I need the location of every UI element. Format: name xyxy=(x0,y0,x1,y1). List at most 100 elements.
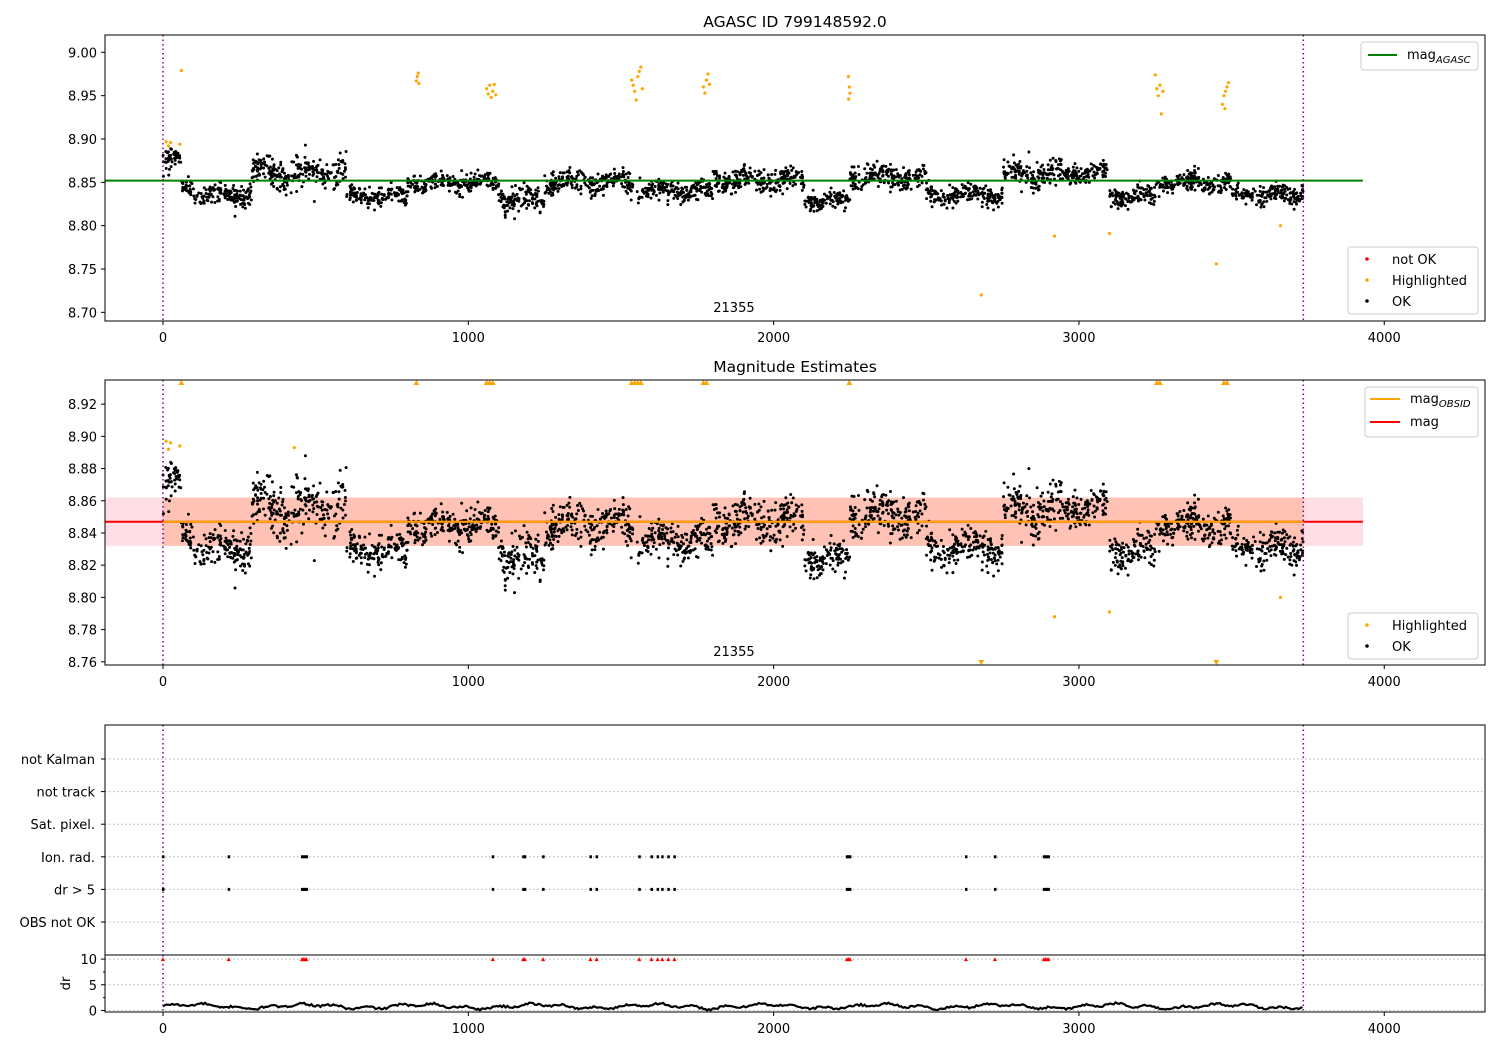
ok-point xyxy=(246,187,250,191)
ok-point xyxy=(750,512,754,516)
ok-point xyxy=(590,194,594,198)
ok-point xyxy=(510,550,514,554)
ok-point xyxy=(393,546,397,550)
ok-point xyxy=(418,511,422,515)
ok-point xyxy=(916,174,920,178)
ok-point xyxy=(785,516,789,520)
ok-point xyxy=(666,199,670,203)
ok-point xyxy=(186,512,190,516)
highlighted-point xyxy=(848,91,852,95)
ok-point xyxy=(513,217,517,221)
ok-point xyxy=(561,505,565,509)
ok-point xyxy=(275,501,279,505)
ok-point xyxy=(705,189,709,193)
ok-point xyxy=(510,203,514,207)
ok-point xyxy=(748,166,752,170)
ok-point xyxy=(973,535,977,539)
ok-point xyxy=(967,549,971,553)
ok-point xyxy=(344,149,348,153)
ok-point xyxy=(1244,202,1248,206)
ok-point xyxy=(974,538,978,542)
ok-point xyxy=(700,177,704,181)
ok-point xyxy=(698,536,702,540)
ok-point xyxy=(469,506,473,510)
ok-point xyxy=(474,529,478,533)
ok-point xyxy=(355,198,359,202)
ok-point xyxy=(976,554,980,558)
ok-point xyxy=(588,541,592,545)
ok-point xyxy=(323,534,327,538)
ok-point xyxy=(593,525,597,529)
highlighted-point xyxy=(1223,107,1227,111)
ok-point xyxy=(998,555,1002,559)
ok-point xyxy=(535,549,539,553)
ok-point xyxy=(583,524,587,528)
ok-point xyxy=(822,192,826,196)
ok-point xyxy=(815,560,819,564)
ok-point xyxy=(397,558,401,562)
ok-point xyxy=(810,551,814,555)
ok-point xyxy=(403,558,407,562)
legend-mag-agasc-label: magAGASC xyxy=(1407,48,1471,66)
ok-point xyxy=(849,184,853,188)
ok-point xyxy=(981,550,985,554)
ok-point xyxy=(841,194,845,198)
ok-point xyxy=(809,573,813,577)
ok-point xyxy=(794,503,798,507)
ok-point xyxy=(995,201,999,205)
ok-point xyxy=(1086,172,1090,176)
ok-point xyxy=(887,181,891,185)
ok-point xyxy=(267,506,271,510)
ok-point xyxy=(687,549,691,553)
ok-point xyxy=(734,190,738,194)
ok-point xyxy=(432,173,436,177)
ok-point xyxy=(621,531,625,535)
ok-point xyxy=(255,152,259,156)
ok-point xyxy=(785,508,789,512)
ok-point xyxy=(612,525,616,529)
ok-point xyxy=(905,529,909,533)
ok-point xyxy=(993,553,997,557)
ok-point xyxy=(627,171,631,175)
ok-point xyxy=(323,523,327,527)
ok-point xyxy=(204,544,208,548)
ok-point xyxy=(1120,198,1124,202)
ok-point xyxy=(499,195,503,199)
ok-point xyxy=(184,538,188,542)
ok-point xyxy=(546,533,550,537)
ok-point xyxy=(434,174,438,178)
highlighted-point xyxy=(492,82,496,86)
ok-point xyxy=(1286,187,1290,191)
ok-point xyxy=(1141,192,1145,196)
ok-point xyxy=(777,529,781,533)
ok-point xyxy=(213,560,217,564)
ok-point xyxy=(252,488,256,492)
ok-point xyxy=(716,181,720,185)
ok-point xyxy=(760,177,764,181)
ok-point xyxy=(679,540,683,544)
ok-point xyxy=(1205,183,1209,187)
highlighted-point xyxy=(640,87,644,91)
ok-point xyxy=(406,177,410,181)
ok-point xyxy=(870,499,874,503)
ok-point xyxy=(341,160,345,164)
ok-point xyxy=(1071,165,1075,169)
ok-point xyxy=(612,181,616,185)
ok-point xyxy=(791,496,795,500)
ok-point xyxy=(1157,195,1161,199)
ok-point xyxy=(363,556,367,560)
ok-point xyxy=(980,560,984,564)
ok-point xyxy=(765,532,769,536)
ok-point xyxy=(676,553,680,557)
ok-point xyxy=(643,541,647,545)
ok-point xyxy=(649,196,653,200)
ok-point xyxy=(649,552,653,556)
ok-point xyxy=(657,517,661,521)
ok-point xyxy=(896,181,900,185)
ok-point xyxy=(326,174,330,178)
ok-point xyxy=(531,546,535,550)
ok-point xyxy=(188,536,192,540)
ok-point xyxy=(837,553,841,557)
ok-point xyxy=(259,486,263,490)
ok-point xyxy=(846,558,850,562)
